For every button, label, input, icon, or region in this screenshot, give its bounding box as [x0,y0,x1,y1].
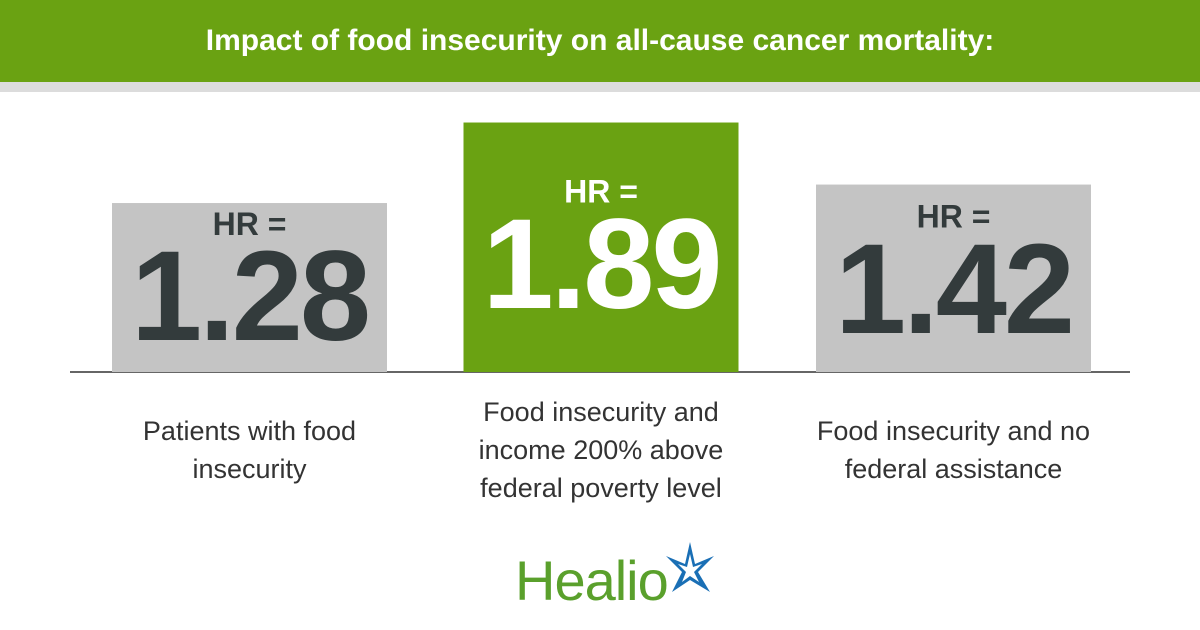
category-label: Patients with food insecurity [142,416,357,484]
value-caption: HR = [213,206,287,242]
logo-star [666,542,714,592]
logo: Healio [515,549,669,612]
chart-title: Impact of food insecurity on all-cause c… [0,0,1200,82]
value-caption: HR = [917,198,991,234]
value-label: 1.28 [131,225,368,368]
category-label: Food insecurity and income 200% above fe… [478,397,724,503]
bar [463,122,739,373]
value-label: 1.89 [482,193,719,336]
value-caption: HR = [564,174,638,210]
header-strip [0,82,1200,92]
value-label: 1.42 [835,218,1072,361]
bar [112,203,387,372]
bar [816,184,1091,372]
category-label: Food insecurity and no federal assistanc… [816,416,1091,484]
